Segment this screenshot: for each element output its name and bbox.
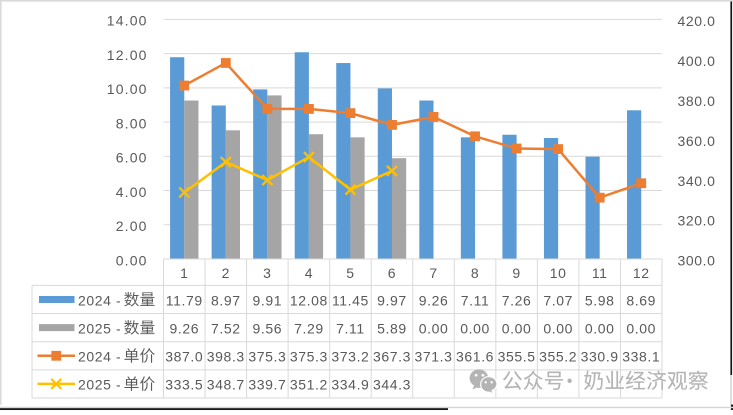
svg-text:371.3: 371.3	[414, 349, 452, 365]
svg-text:330.9: 330.9	[581, 349, 619, 365]
svg-text:7.07: 7.07	[543, 292, 573, 308]
svg-text:333.5: 333.5	[165, 377, 203, 393]
svg-text:360.0: 360.0	[678, 133, 716, 149]
svg-text:0.00: 0.00	[460, 320, 490, 336]
svg-text:361.6: 361.6	[456, 349, 494, 365]
svg-text:338.1: 338.1	[622, 349, 660, 365]
svg-text:375.3: 375.3	[290, 349, 328, 365]
svg-text:320.0: 320.0	[678, 213, 716, 229]
svg-text:9.26: 9.26	[169, 320, 199, 336]
svg-text:420.0: 420.0	[678, 13, 716, 29]
svg-text:7.26: 7.26	[502, 292, 532, 308]
svg-text:7.11: 7.11	[461, 292, 490, 308]
svg-text:4.00: 4.00	[116, 184, 148, 200]
svg-text:0.00: 0.00	[116, 252, 148, 268]
svg-text:2024 -: 2024 -	[78, 292, 121, 308]
svg-text:6.00: 6.00	[116, 150, 148, 166]
svg-text:0.00: 0.00	[543, 320, 573, 336]
svg-text:334.9: 334.9	[331, 377, 369, 393]
svg-text:8.69: 8.69	[626, 292, 656, 308]
svg-text:7.11: 7.11	[336, 320, 365, 336]
svg-text:10.00: 10.00	[107, 81, 148, 97]
svg-text:8.97: 8.97	[211, 292, 241, 308]
svg-text:9.26: 9.26	[419, 292, 449, 308]
svg-text:373.2: 373.2	[331, 349, 369, 365]
svg-text:0.00: 0.00	[585, 320, 615, 336]
svg-text:7.52: 7.52	[211, 320, 241, 336]
svg-text:355.5: 355.5	[498, 349, 536, 365]
svg-text:2025 -: 2025 -	[78, 320, 121, 336]
svg-text:380.0: 380.0	[678, 93, 716, 109]
svg-text:11.45: 11.45	[332, 292, 369, 308]
svg-text:5.89: 5.89	[377, 320, 407, 336]
svg-text:12.08: 12.08	[290, 292, 328, 308]
svg-text:5.98: 5.98	[585, 292, 615, 308]
svg-text:344.3: 344.3	[373, 377, 411, 393]
svg-text:12.00: 12.00	[107, 47, 148, 63]
svg-text:367.3: 367.3	[373, 349, 411, 365]
svg-text:9.97: 9.97	[377, 292, 407, 308]
svg-text:9.91: 9.91	[253, 292, 283, 308]
svg-text:398.3: 398.3	[207, 349, 245, 365]
svg-text:375.3: 375.3	[248, 349, 286, 365]
svg-text:11.79: 11.79	[166, 292, 203, 308]
svg-text:2: 2	[222, 265, 230, 281]
svg-text:400.0: 400.0	[678, 53, 716, 69]
svg-text:355.2: 355.2	[539, 349, 577, 365]
svg-text:348.7: 348.7	[207, 377, 245, 393]
svg-text:2024 -: 2024 -	[78, 349, 121, 365]
svg-text:8: 8	[471, 265, 479, 281]
svg-text:300.0: 300.0	[678, 253, 716, 269]
svg-text:3: 3	[263, 265, 271, 281]
svg-text:6: 6	[388, 265, 396, 281]
svg-text:4: 4	[305, 265, 313, 281]
svg-text:9: 9	[512, 265, 520, 281]
svg-text:11: 11	[592, 265, 608, 281]
svg-text:351.2: 351.2	[290, 377, 328, 393]
svg-text:0.00: 0.00	[419, 320, 449, 336]
svg-text:8.00: 8.00	[116, 115, 148, 131]
svg-text:1: 1	[180, 265, 188, 281]
svg-text:7: 7	[429, 265, 437, 281]
svg-text:7.29: 7.29	[294, 320, 324, 336]
svg-text:9.56: 9.56	[253, 320, 283, 336]
svg-text:0.00: 0.00	[502, 320, 532, 336]
svg-text:0.00: 0.00	[626, 320, 656, 336]
svg-text:340.0: 340.0	[678, 173, 716, 189]
svg-text:2025 -: 2025 -	[78, 377, 121, 393]
svg-text:12: 12	[633, 265, 650, 281]
svg-text:14.00: 14.00	[107, 13, 148, 29]
svg-text:387.0: 387.0	[165, 349, 203, 365]
svg-text:10: 10	[550, 265, 567, 281]
svg-text:2.00: 2.00	[116, 218, 148, 234]
svg-text:339.7: 339.7	[248, 377, 286, 393]
svg-text:5: 5	[346, 265, 354, 281]
